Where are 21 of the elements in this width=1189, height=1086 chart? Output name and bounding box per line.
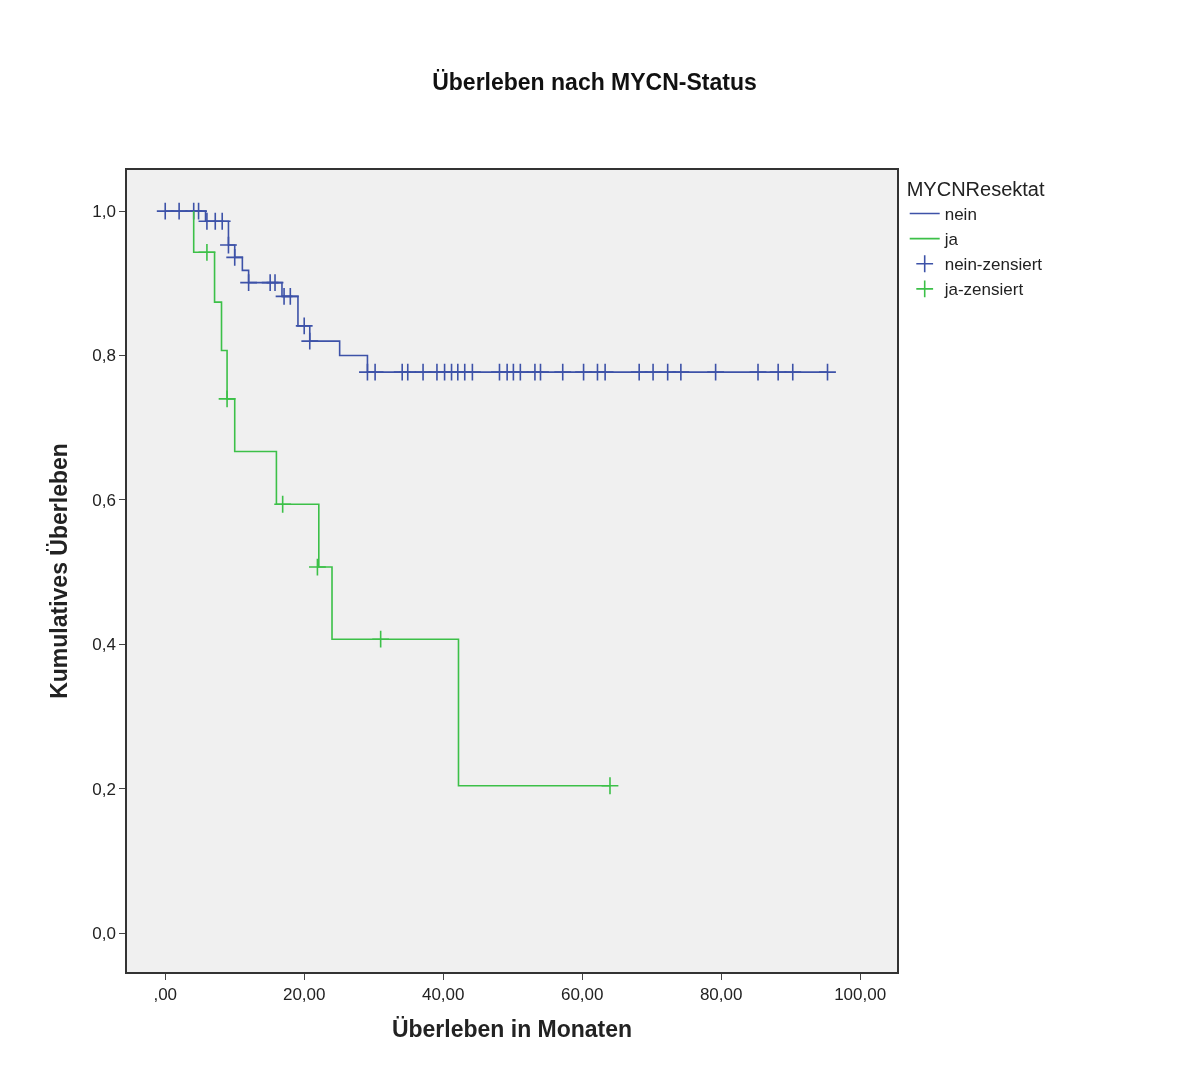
x-tick-label: 60,00 — [560, 985, 604, 1005]
x-axis-title: Überleben in Monaten — [391, 1016, 633, 1043]
y-tick-label: 1,0 — [92, 202, 116, 222]
y-axis-title: Kumulatives Überleben — [46, 443, 73, 699]
x-tick-label: ,00 — [153, 985, 178, 1005]
y-tick-label: 0,4 — [92, 635, 116, 655]
legend-label: nein-zensiert — [944, 255, 1043, 275]
legend-label: ja — [943, 230, 959, 250]
x-tick-label: 40,00 — [421, 985, 465, 1005]
point — [295, 316, 314, 336]
y-tick-label: 0,2 — [92, 779, 116, 799]
y-tick-label: 0,0 — [92, 923, 116, 943]
x-tick-label: 80,00 — [699, 985, 743, 1005]
x-tick-label: 20,00 — [282, 985, 326, 1005]
y-tick-label: 0,6 — [92, 490, 116, 510]
legend-label: nein — [944, 205, 977, 225]
chart-title: Überleben nach MYCN-Status — [432, 68, 757, 95]
y-tick-label: 0,8 — [92, 346, 116, 366]
x-tick-label: 100,00 — [834, 985, 887, 1005]
legend-label: ja-zensiert — [943, 280, 1024, 300]
legend-title: MYCNResektat — [906, 178, 1045, 200]
